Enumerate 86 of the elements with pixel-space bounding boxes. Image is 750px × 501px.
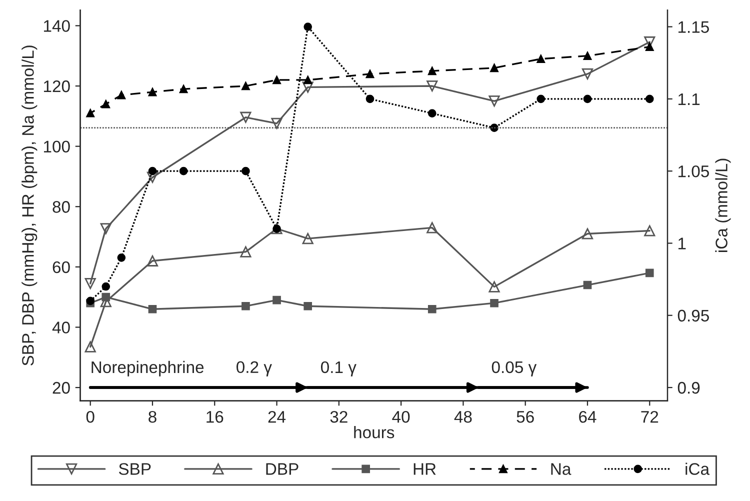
point (304, 76, 312, 84)
x-tick-label: 32 (330, 410, 348, 423)
point (242, 82, 250, 90)
point (84, 341, 96, 352)
x-tick-label: 48 (454, 410, 472, 423)
point (302, 82, 314, 93)
point (536, 54, 546, 64)
point (179, 84, 188, 94)
point (426, 222, 438, 234)
point (488, 96, 500, 107)
point (645, 42, 654, 51)
point (583, 52, 592, 60)
point (100, 223, 112, 234)
x-tick-label: 64 (579, 410, 596, 423)
x-tick-label: 56 (516, 410, 534, 423)
x-tick-label: 40 (392, 410, 410, 423)
x-tick-label: 0 (86, 410, 94, 423)
point (426, 80, 438, 92)
point (102, 282, 110, 291)
point (148, 88, 157, 96)
point (179, 166, 188, 176)
x-tick-label: 24 (268, 410, 286, 423)
y-tick-label: 40 (52, 322, 70, 334)
point (272, 296, 281, 304)
point (490, 64, 498, 72)
annotation: 0.05 γ (492, 361, 537, 376)
point (645, 268, 654, 278)
y2-tick-label: 0.9 (678, 382, 700, 394)
legend-label: SBP (118, 463, 151, 475)
point (582, 68, 594, 80)
point (428, 109, 436, 118)
point (583, 94, 592, 104)
point (582, 228, 594, 240)
point (644, 225, 656, 236)
point (102, 292, 110, 302)
y2-tick-label: 1.05 (678, 165, 709, 178)
y-tick-label: 100 (44, 140, 70, 153)
point (536, 94, 546, 104)
point (146, 172, 158, 183)
legend-label: iCa (686, 462, 710, 475)
legend-label: DBP (266, 463, 298, 475)
x-tick-label: 8 (148, 410, 156, 423)
point (490, 298, 498, 308)
point (304, 302, 312, 310)
y2-axis-title: iCa (mmol/L) (715, 158, 731, 252)
x-tick-label: 72 (641, 410, 658, 423)
point (117, 90, 126, 100)
y2-tick-label: 1.15 (678, 21, 709, 33)
point (242, 302, 250, 310)
point (240, 112, 252, 123)
point (146, 255, 158, 266)
point (117, 253, 126, 262)
y-tick-label: 120 (44, 80, 70, 92)
y-axis-title: SBP, DBP (mmHg), HR (bpm), Na (mmol/L) (22, 46, 38, 366)
y-tick-label: 60 (52, 261, 70, 274)
legend-label: HR (414, 463, 436, 475)
y2-tick-label: 1.1 (678, 93, 700, 105)
point (272, 76, 281, 84)
annotation: 0.2 γ (236, 361, 272, 376)
y2-tick-label: 0.95 (678, 310, 709, 322)
y-tick-label: 140 (44, 20, 70, 32)
legend-label: Na (551, 463, 572, 475)
point (302, 233, 314, 244)
point (240, 246, 252, 258)
x-axis-title: hours (354, 426, 394, 438)
point (366, 94, 374, 104)
annotation: 0.1 γ (321, 361, 356, 376)
point (102, 100, 110, 108)
point (645, 94, 654, 104)
point (148, 304, 157, 314)
point (86, 108, 95, 118)
y2-tick-label: 1 (678, 238, 686, 250)
point (428, 66, 436, 76)
point (488, 281, 500, 292)
point (84, 278, 96, 290)
point (271, 118, 282, 129)
x-tick-label: 16 (206, 410, 224, 423)
point (148, 166, 157, 176)
point (583, 280, 592, 290)
point (366, 70, 374, 78)
point (242, 166, 250, 176)
y-tick-label: 80 (52, 201, 70, 213)
point (428, 304, 436, 314)
y-tick-label: 20 (52, 382, 70, 394)
point (304, 22, 312, 31)
annotation: Norepinephrine (92, 360, 204, 376)
